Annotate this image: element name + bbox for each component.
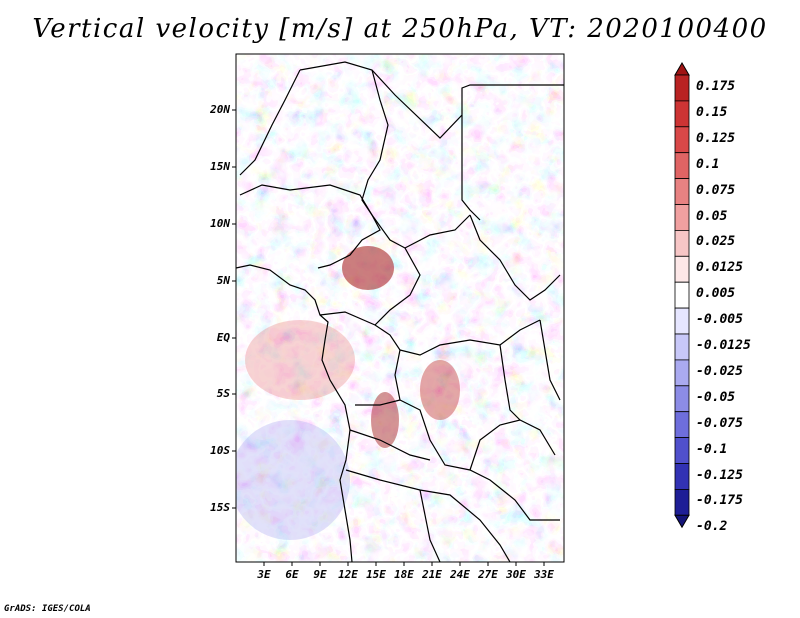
lat-label: EQ: [216, 331, 230, 344]
updraft-core: [371, 392, 399, 448]
colorbar-label: -0.0125: [696, 338, 751, 353]
colorbar-swatch: [674, 126, 690, 154]
lon-label: 27E: [478, 568, 498, 581]
subsidence-area: [236, 420, 350, 540]
colorbar-top-arrow: [674, 62, 690, 76]
colorbar-label: -0.005: [696, 312, 743, 328]
lat-label: 20N: [210, 103, 230, 116]
lat-label: 5N: [216, 274, 230, 287]
colorbar-label: 0.05: [696, 208, 728, 224]
lat-label: 15S: [210, 501, 230, 514]
lon-label: 30E: [506, 568, 526, 581]
updraft-area: [245, 320, 355, 400]
colorbar-label: 0.15: [696, 104, 728, 120]
colorbar-label: 0.0125: [696, 260, 743, 276]
colorbar-label: -0.2: [696, 519, 728, 535]
colorbar-swatch: [674, 74, 690, 102]
lat-label: 5S: [216, 387, 230, 400]
colorbar-label: 0.025: [696, 234, 736, 250]
colorbar-swatch: [674, 204, 690, 231]
colorbar-label: -0.125: [696, 467, 743, 483]
vertical-velocity-field: [236, 54, 564, 562]
lon-label: 15E: [366, 568, 386, 581]
country-borders: [235, 61, 564, 563]
colorbar-swatch: [674, 359, 690, 387]
lat-label: 10S: [210, 444, 230, 457]
lon-label: 33E: [534, 568, 554, 581]
colorbar-swatch: [674, 255, 690, 283]
colorbar-swatch: [674, 307, 690, 335]
colorbar-label: -0.05: [696, 389, 736, 405]
lon-label: 6E: [285, 568, 299, 581]
credit-text: GrADS: IGES/COLA: [4, 604, 91, 614]
colorbar-swatch: [674, 100, 690, 128]
colorbar-label: 0.125: [696, 130, 736, 146]
colorbar-bottom-arrow: [674, 514, 690, 529]
colorbar-label: -0.1: [696, 441, 728, 457]
colorbar-swatch: [674, 463, 690, 490]
map-title: Vertical velocity [m/s] at 250hPa, VT: 2…: [32, 14, 768, 44]
colorbar-label: 0.1: [696, 156, 720, 172]
colorbar-swatch: [674, 152, 690, 179]
colorbar-swatch: [674, 385, 690, 413]
colorbar-label: 0.175: [696, 79, 736, 94]
colorbar-swatch: [674, 229, 690, 257]
colorbar-swatch: [674, 411, 690, 439]
lon-label: 18E: [394, 568, 414, 581]
lon-label: 3E: [257, 568, 271, 581]
lat-label: 15N: [210, 160, 230, 173]
updraft-core: [420, 360, 460, 420]
colorbar-swatch: [674, 333, 690, 361]
lon-label: 24E: [450, 568, 470, 581]
axis-ticks: [232, 109, 545, 566]
colorbar-swatch: [674, 437, 690, 464]
map-frame: [235, 53, 565, 563]
colorbar-label: 0.075: [696, 182, 736, 198]
colorbar-label: -0.025: [696, 363, 743, 379]
updraft-core: [342, 246, 394, 290]
colorbar-swatch: [674, 178, 690, 205]
lon-label: 21E: [422, 568, 442, 581]
colorbar-label: -0.175: [696, 493, 743, 509]
lon-label: 12E: [338, 568, 358, 581]
lon-label: 9E: [313, 568, 327, 581]
lat-label: 10N: [210, 217, 230, 230]
colorbar-label: 0.005: [696, 286, 736, 302]
colorbar-swatch: [674, 281, 690, 309]
colorbar-swatch: [674, 488, 690, 516]
colorbar-label: -0.075: [696, 415, 743, 431]
